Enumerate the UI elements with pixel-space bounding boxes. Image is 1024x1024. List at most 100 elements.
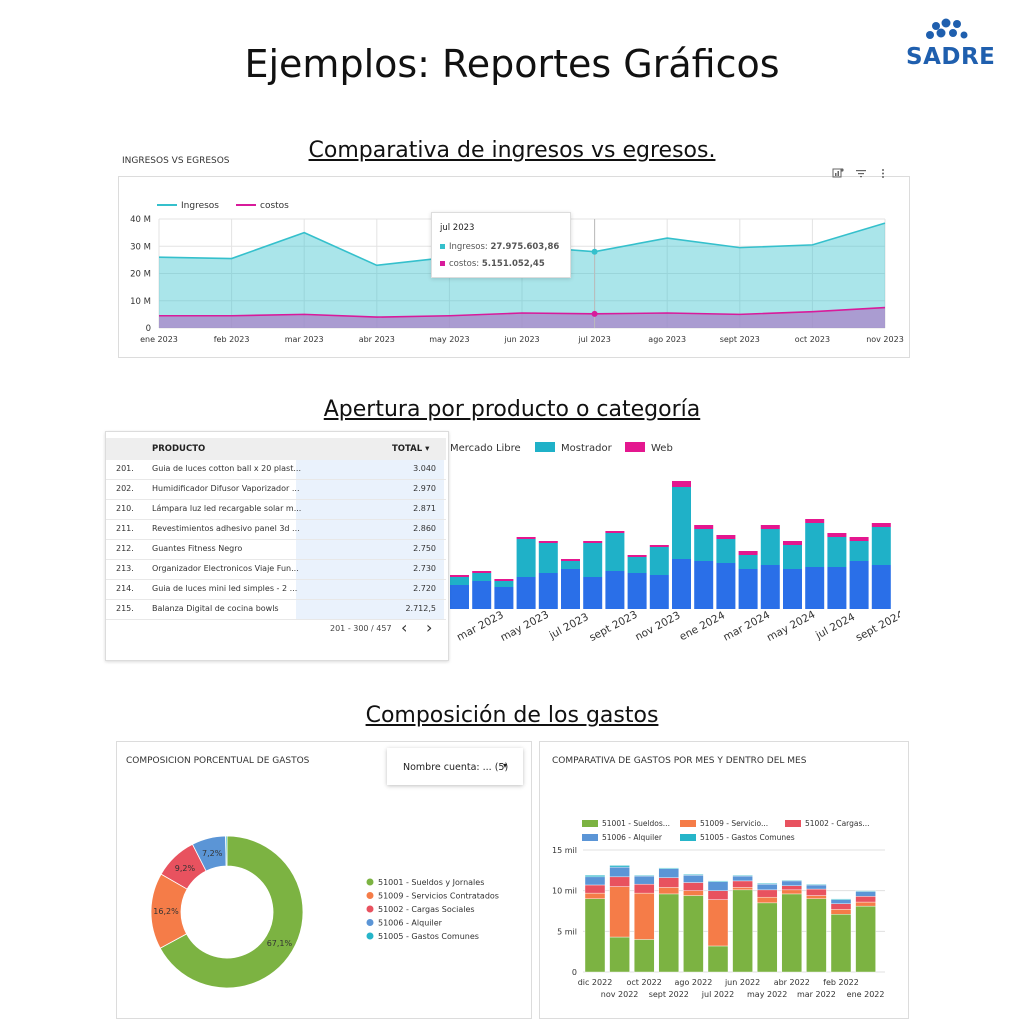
col-product-header[interactable]: PRODUCTO [152, 444, 206, 454]
bar-segment [716, 563, 736, 609]
bar-segment [633, 892, 655, 940]
bar-segment [609, 865, 630, 868]
bar-segment [672, 481, 691, 487]
prev-page-button[interactable]: ‹ [401, 618, 408, 637]
x-tick-label: ago 2022 [675, 978, 713, 987]
bar-segment [716, 539, 736, 563]
section-title-gastos: Composición de los gastos [365, 703, 659, 728]
dropdown-label: Nombre cuenta: ... (5) [403, 762, 509, 773]
bar-segment [738, 551, 758, 555]
row-product: Revestimientos adhesivo panel 3d ... [152, 524, 300, 533]
y-tick-label: 5 mil [557, 927, 577, 936]
total-column-highlight [296, 460, 444, 620]
pie-slice [159, 835, 304, 989]
bar-segment [830, 909, 852, 915]
bar-segment [855, 891, 876, 897]
x-tick-label: mar 2024 [721, 609, 772, 644]
bar-segment [633, 875, 655, 877]
bar-segment [609, 876, 630, 887]
chart3-panel: COMPOSICION PORCENTUAL DE GASTOS Nombre … [116, 741, 532, 1019]
bar-segment [605, 533, 625, 571]
x-tick-label: jul 2023 [547, 611, 591, 642]
row-total: 2.730 [413, 564, 436, 573]
bar-segment [658, 867, 680, 869]
row-number: 210. [116, 504, 134, 513]
bar-segment [516, 577, 536, 609]
col-total-header[interactable]: TOTAL ▾ [392, 444, 430, 454]
legend-label: 51002 - Cargas Sociales [378, 905, 475, 914]
legend-swatch [582, 834, 598, 841]
row-number: 214. [116, 584, 134, 593]
account-name-dropdown[interactable]: Nombre cuenta: ... (5) ▾ [387, 748, 523, 785]
bar-segment [649, 575, 669, 609]
table-row[interactable]: 214. Guia de luces mini led simples - 2 .… [106, 579, 446, 600]
filter-icon[interactable] [855, 164, 867, 178]
next-page-button[interactable]: › [426, 618, 433, 637]
x-tick-label: abr 2023 [359, 335, 395, 344]
table-row[interactable]: 201. Guia de luces cotton ball x 20 plast… [106, 459, 446, 480]
chart-settings-icon[interactable] [832, 164, 844, 178]
costos-point [591, 310, 598, 317]
bar-segment [472, 581, 492, 609]
tooltip-costos-value: 5.151.052,45 [481, 259, 545, 269]
row-total: 2.970 [413, 484, 436, 493]
section-title-apertura: Apertura por producto o categoría [323, 397, 701, 422]
table-row[interactable]: 202. Humidificador Difusor Vaporizador ..… [106, 479, 446, 500]
table-row[interactable]: 211. Revestimientos adhesivo panel 3d ...… [106, 519, 446, 540]
x-tick-label: sept 2022 [649, 990, 689, 999]
bar-segment [494, 587, 514, 609]
bar-segment [494, 579, 514, 581]
tooltip-title: jul 2023 [440, 223, 475, 233]
row-product: Guantes Fitness Negro [152, 544, 243, 553]
x-tick-label: ene 2023 [140, 335, 178, 344]
bar-segment [683, 895, 704, 973]
bar-segment [760, 525, 780, 529]
bar-segment [732, 889, 753, 973]
more-vert-icon[interactable] [878, 164, 888, 178]
sadre-logo: SADRE [900, 14, 1010, 74]
x-tick-label: sept 2023 [720, 335, 760, 344]
bar-segment [627, 573, 647, 609]
bar-segment [830, 899, 852, 904]
legend-label: 51001 - Sueldos y Jornales [378, 878, 484, 887]
bar-segment [633, 883, 655, 894]
bar-segment [683, 890, 704, 896]
y-tick-label: 10 mil [552, 887, 577, 896]
table-row[interactable]: 213. Organizador Electronicos Viaje Fun..… [106, 559, 446, 580]
bar-segment [716, 535, 736, 539]
row-number: 202. [116, 484, 134, 493]
bar-segment [561, 561, 580, 569]
row-total: 2.860 [413, 524, 436, 533]
table-row[interactable]: 212. Guantes Fitness Negro 2.750 [106, 539, 446, 560]
bar-segment [827, 537, 847, 567]
bar-segment [609, 866, 630, 878]
bar-segment [672, 487, 691, 559]
x-tick-label: may 2022 [747, 990, 787, 999]
row-number: 212. [116, 544, 134, 553]
table-row[interactable]: 210. Lámpara luz led recargable solar m..… [106, 499, 446, 520]
legend-label: 51006 - Alquiler [602, 833, 663, 842]
bar-segment [707, 881, 729, 891]
bar-segment [450, 577, 469, 585]
y-tick-label: 15 mil [552, 846, 577, 855]
y-tick-label: 10 M [130, 297, 151, 307]
legend-label: 51001 - Sueldos... [602, 819, 670, 828]
table-header: PRODUCTO TOTAL ▾ [106, 438, 446, 460]
x-tick-label: sept 2024 [854, 609, 900, 645]
bar-segment [756, 902, 778, 973]
bar-segment [732, 887, 753, 891]
legend-label: 51002 - Cargas... [805, 819, 870, 828]
legend-dot [366, 878, 374, 886]
bar-segment [649, 545, 669, 547]
chart1-panel-title: INGRESOS VS EGRESOS [122, 156, 230, 166]
row-total: 2.712,5 [405, 604, 436, 613]
bar-segment [707, 945, 729, 973]
table-row[interactable]: 215. Balanza Digital de cocina bowls 2.712… [106, 599, 446, 620]
bar-segment [584, 876, 606, 886]
bar-segment [707, 890, 729, 900]
bar-segment [830, 903, 852, 910]
x-tick-label: mar 2022 [797, 990, 836, 999]
bar-segment [871, 527, 891, 565]
caret-down-icon: ▾ [503, 761, 508, 770]
